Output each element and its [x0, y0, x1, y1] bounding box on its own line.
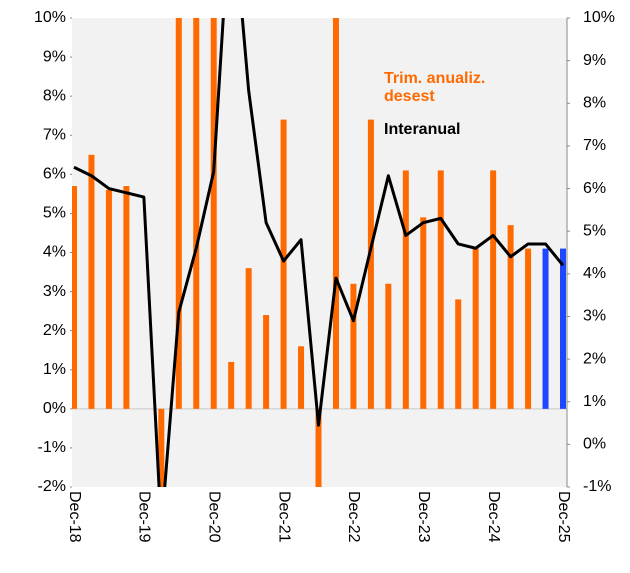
- bar: [245, 268, 252, 409]
- bar: [367, 119, 374, 409]
- bar: [228, 361, 235, 409]
- bar: [263, 315, 270, 409]
- bar: [542, 248, 549, 409]
- y-tick-label: 1%: [43, 361, 66, 378]
- y-tick-label: 6%: [43, 166, 66, 183]
- x-tick-label: Dec-23: [415, 491, 432, 543]
- bar: [472, 248, 479, 409]
- bar: [420, 217, 427, 409]
- bar: [332, 18, 339, 409]
- y2-tick-label: 7%: [583, 137, 606, 154]
- y2-tick-label: 1%: [583, 393, 606, 410]
- bar: [402, 170, 409, 409]
- y2-tick-label: 3%: [583, 308, 606, 325]
- bar: [123, 186, 130, 409]
- plot: [72, 18, 567, 487]
- line: [73, 18, 565, 487]
- bar: [280, 119, 287, 409]
- bar: [525, 248, 532, 409]
- bar: [455, 299, 462, 409]
- bar: [560, 248, 566, 409]
- y-tick-label: -1%: [38, 439, 66, 456]
- bar: [385, 283, 392, 409]
- x-tick-label: Dec-22: [345, 491, 362, 543]
- x-tick-label: Dec-19: [136, 491, 153, 543]
- y2-tick-label: 8%: [583, 94, 606, 111]
- bar: [72, 186, 77, 409]
- y-tick-label: 4%: [43, 244, 66, 261]
- y2-tick-label: 5%: [583, 222, 606, 239]
- y-tick-label: 7%: [43, 126, 66, 143]
- bar: [175, 18, 182, 409]
- x-tick-label: Dec-24: [485, 491, 502, 543]
- bar: [490, 170, 497, 409]
- y2-tick-label: 4%: [583, 265, 606, 282]
- y-tick-label: 0%: [43, 400, 66, 417]
- y-tick-label: 2%: [43, 322, 66, 339]
- bar: [210, 18, 217, 409]
- bar: [158, 408, 165, 487]
- bar: [105, 189, 112, 409]
- bar: [315, 408, 322, 487]
- bar: [437, 170, 444, 409]
- y2-tick-label: 10%: [583, 9, 615, 26]
- bar: [350, 283, 357, 409]
- legend-bars: Trim. anualiz. desest: [384, 70, 486, 105]
- y-tick-label: 5%: [43, 205, 66, 222]
- x-tick-label: Dec-21: [275, 491, 292, 543]
- y2-tick-label: 0%: [583, 436, 606, 453]
- bar: [298, 346, 305, 409]
- y-tick-label: -2%: [38, 478, 66, 495]
- y-tick-label: 3%: [43, 283, 66, 300]
- y-tick-label: 10%: [34, 9, 66, 26]
- x-tick-label: Dec-20: [205, 491, 222, 543]
- bar: [507, 225, 514, 409]
- y2-tick-label: 6%: [583, 180, 606, 197]
- x-tick-label: Dec-25: [555, 491, 572, 543]
- x-tick-label: Dec-18: [66, 491, 83, 543]
- y-tick-label: 9%: [43, 48, 66, 65]
- y2-tick-label: -1%: [583, 478, 611, 495]
- y-tick-label: 8%: [43, 87, 66, 104]
- bar: [193, 18, 200, 409]
- legend-line: Interanual: [384, 121, 461, 138]
- y2-tick-label: 2%: [583, 350, 606, 367]
- bar: [88, 154, 95, 409]
- y2-tick-label: 9%: [583, 52, 606, 69]
